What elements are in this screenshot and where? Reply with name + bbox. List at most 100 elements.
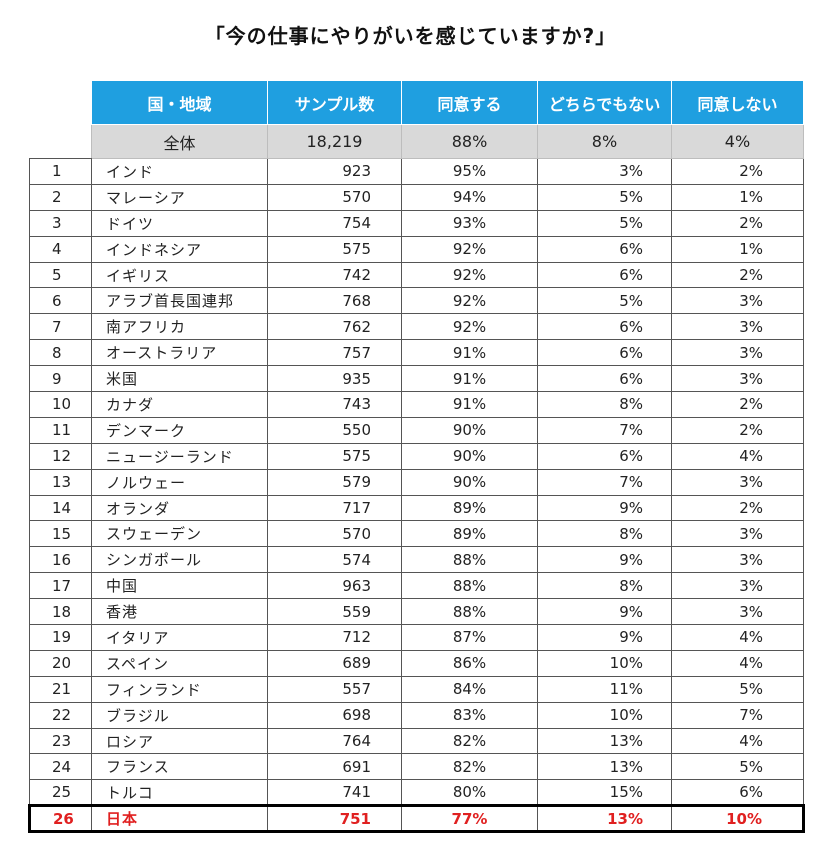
agree-cell: 95% [401,158,538,185]
country-cell: 日本 [91,804,268,834]
disagree-cell: 2% [671,209,804,237]
rank-cell: 14 [29,494,92,522]
rank-cell: 8 [29,339,92,367]
rank-cell: 20 [29,649,92,677]
agree-cell: 92% [401,261,538,289]
neutral-cell: 8% [537,520,672,548]
agree-cell: 86% [401,649,538,677]
table-row: 15 スウェーデン 570 89% 8% 3% [29,520,804,548]
sample-cell: 935 [267,365,402,393]
header-disagree: 同意しない [671,80,804,125]
table-row: 4 インドネシア 575 92% 6% 1% [29,235,804,263]
neutral-cell: 7% [537,416,672,444]
agree-cell: 92% [401,313,538,341]
neutral-cell: 9% [537,546,672,574]
country-cell: 中国 [91,572,268,600]
table-row: 7 南アフリカ 762 92% 6% 3% [29,313,804,341]
agree-cell: 91% [401,339,538,367]
disagree-cell: 4% [671,624,804,651]
agree-cell: 82% [401,727,538,755]
table-row: 24 フランス 691 82% 13% 5% [29,753,804,781]
agree-cell: 90% [401,468,538,496]
country-cell: ロシア [91,727,268,755]
agree-cell: 94% [401,183,538,211]
rank-cell: 16 [29,546,92,574]
disagree-cell: 3% [671,520,804,548]
country-cell: 米国 [91,365,268,393]
header-country: 国・地域 [91,80,268,125]
table-row: 2 マレーシア 570 94% 5% 1% [29,183,804,211]
table-row: 25 トルコ 741 80% 15% 6% [29,779,804,807]
results-table-container: 国・地域 サンプル数 同意する どちらでもない 同意しない 全体 18,219 … [28,80,805,834]
disagree-cell: 4% [671,727,804,755]
disagree-cell: 3% [671,546,804,574]
rank-cell: 3 [29,209,92,237]
neutral-cell: 6% [537,442,672,470]
rank-cell: 4 [29,235,92,263]
country-cell: ドイツ [91,209,268,237]
disagree-cell: 6% [671,779,804,807]
table-row: 12 ニュージーランド 575 90% 6% 4% [29,442,804,470]
table-row: 5 イギリス 742 92% 6% 2% [29,261,804,289]
sample-cell: 762 [267,313,402,341]
rank-cell: 22 [29,701,92,729]
agree-cell: 84% [401,675,538,703]
rank-cell: 15 [29,520,92,548]
neutral-cell: 6% [537,313,672,341]
neutral-cell: 3% [537,158,672,185]
rank-cell: 5 [29,261,92,289]
country-cell: インド [91,158,268,185]
highlighted-row-japan: 26 日本 751 77% 13% 10% [28,804,805,834]
country-cell: ニュージーランド [91,442,268,470]
agree-cell: 88% [401,572,538,600]
agree-cell: 88% [401,546,538,574]
sample-cell: 717 [267,494,402,522]
disagree-cell: 7% [671,701,804,729]
sample-cell: 570 [267,183,402,211]
neutral-cell: 13% [537,804,672,834]
sample-cell: 698 [267,701,402,729]
table-row: 19 イタリア 712 87% 9% 4% [29,624,804,651]
neutral-cell: 6% [537,261,672,289]
disagree-cell: 3% [671,339,804,367]
disagree-cell: 4% [671,442,804,470]
sample-cell: 689 [267,649,402,677]
country-cell: オーストラリア [91,339,268,367]
neutral-cell: 5% [537,287,672,315]
agree-cell: 92% [401,235,538,263]
sample-cell: 768 [267,287,402,315]
agree-cell: 88% [401,598,538,626]
sample-cell: 923 [267,158,402,185]
neutral-cell: 11% [537,675,672,703]
agree-cell: 90% [401,416,538,444]
disagree-cell: 3% [671,572,804,600]
neutral-cell: 15% [537,779,672,807]
rank-cell: 11 [29,416,92,444]
rank-cell: 18 [29,598,92,626]
rank-cell: 24 [29,753,92,781]
agree-cell: 83% [401,701,538,729]
country-cell: スウェーデン [91,520,268,548]
header-rank-blank [29,80,92,125]
table-row: 1 インド 923 95% 3% 2% [29,158,804,185]
header-agree: 同意する [401,80,538,125]
disagree-cell: 1% [671,235,804,263]
country-cell: 香港 [91,598,268,626]
sample-cell: 574 [267,546,402,574]
neutral-cell: 9% [537,624,672,651]
total-sample: 18,219 [267,124,402,159]
sample-cell: 570 [267,520,402,548]
agree-cell: 91% [401,391,538,418]
sample-cell: 742 [267,261,402,289]
table-header: 国・地域 サンプル数 同意する どちらでもない 同意しない [29,80,804,125]
neutral-cell: 9% [537,598,672,626]
total-neutral: 8% [537,124,672,159]
disagree-cell: 3% [671,468,804,496]
header-sample: サンプル数 [267,80,402,125]
rank-cell: 12 [29,442,92,470]
neutral-cell: 13% [537,753,672,781]
rank-cell: 26 [28,804,92,834]
sample-cell: 963 [267,572,402,600]
header-neutral: どちらでもない [537,80,672,125]
table-row: 14 オランダ 717 89% 9% 2% [29,494,804,522]
